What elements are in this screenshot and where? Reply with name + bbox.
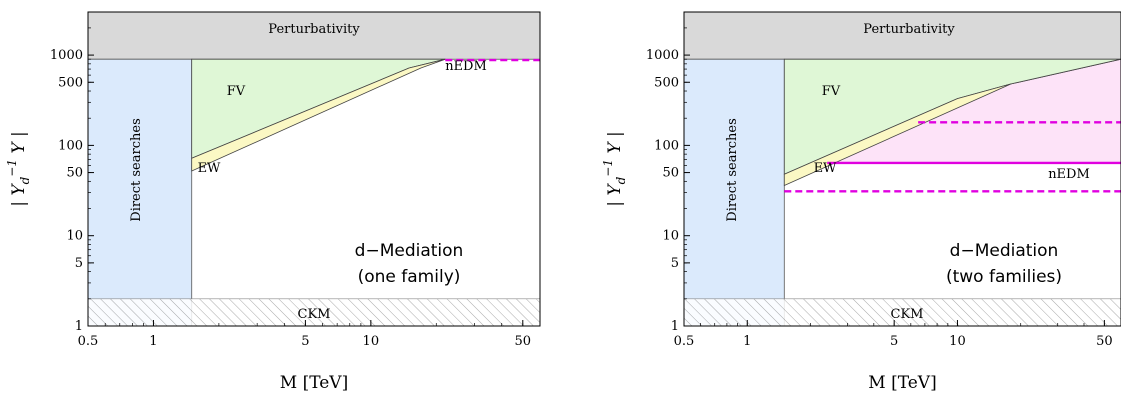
y-tick-label: 100 (654, 138, 679, 153)
nedm-label: nEDM (445, 59, 487, 74)
panel-annotation-line-1: d−Mediation (355, 241, 464, 261)
y-tick-label: 1000 (646, 48, 679, 63)
x-tick-label: 50 (1096, 334, 1113, 349)
y-tick-label: 5 (671, 256, 679, 271)
fv-label: FV (822, 84, 841, 99)
direct-searches-region (88, 58, 193, 326)
ew-label: EW (814, 161, 837, 176)
ew-label: EW (198, 161, 221, 176)
y-tick-label: 1 (671, 319, 679, 334)
y-tick-label: 50 (66, 166, 83, 181)
x-tick-label: 1 (743, 334, 751, 349)
ckm-region (88, 298, 540, 326)
y-tick-label: 5 (75, 256, 83, 271)
y-tick-label: 10 (662, 229, 679, 244)
panel-annotation-line-2: (two families) (946, 267, 1062, 287)
x-tick-label: 5 (890, 334, 898, 349)
y-tick-label: 100 (58, 138, 83, 153)
nedm-label: nEDM (1048, 167, 1090, 182)
chart-panel-2: Perturbativity Direct searches CKM FV EW nEDM… (601, 11, 1121, 393)
y-tick-label: 500 (654, 75, 679, 90)
x-tick-label: 1 (149, 334, 157, 349)
x-tick-label: 10 (363, 334, 380, 349)
panel-annotation-line-1: d−Mediation (950, 241, 1059, 261)
ckm-label: CKM (891, 307, 924, 322)
plot-area (684, 12, 1121, 326)
ew-region (191, 58, 446, 172)
x-tick-label: 10 (949, 334, 966, 349)
y-tick-label: 1000 (50, 48, 83, 63)
panel-annotation-line-2: (one family) (358, 267, 461, 287)
y-tick-label: 10 (66, 229, 83, 244)
y-axis-title: | Yd−1 Y | (601, 131, 628, 207)
y-tick-label: 1 (75, 319, 83, 334)
y-tick-label: 500 (58, 75, 83, 90)
x-tick-label: 5 (301, 334, 309, 349)
plot-frame (87, 11, 541, 327)
y-tick-label: 50 (662, 166, 679, 181)
fv-label: FV (227, 84, 246, 99)
perturbativity-region (684, 12, 1121, 60)
y-axis-title: | Yd−1 Y | (5, 131, 32, 207)
x-axis-title: M [TeV] (280, 373, 348, 393)
ckm-label: CKM (298, 307, 331, 322)
perturbativity-label: Perturbativity (268, 22, 360, 37)
x-tick-label: 0.5 (674, 334, 695, 349)
x-tick-label: 50 (515, 334, 532, 349)
x-axis-title: M [TeV] (868, 373, 936, 393)
ew-region (783, 83, 1012, 187)
chart-panel-1: Perturbativity Direct searches CKM FV EW nEDM… (5, 11, 541, 393)
x-tick-label: 0.5 (78, 334, 99, 349)
ckm-region (684, 298, 1121, 326)
plot-frame (683, 11, 1121, 327)
direct-searches-label: Direct searches (129, 118, 144, 221)
direct-searches-region (684, 58, 785, 326)
perturbativity-label: Perturbativity (863, 22, 955, 37)
plot-area (88, 12, 540, 326)
direct-searches-label: Direct searches (725, 118, 740, 221)
